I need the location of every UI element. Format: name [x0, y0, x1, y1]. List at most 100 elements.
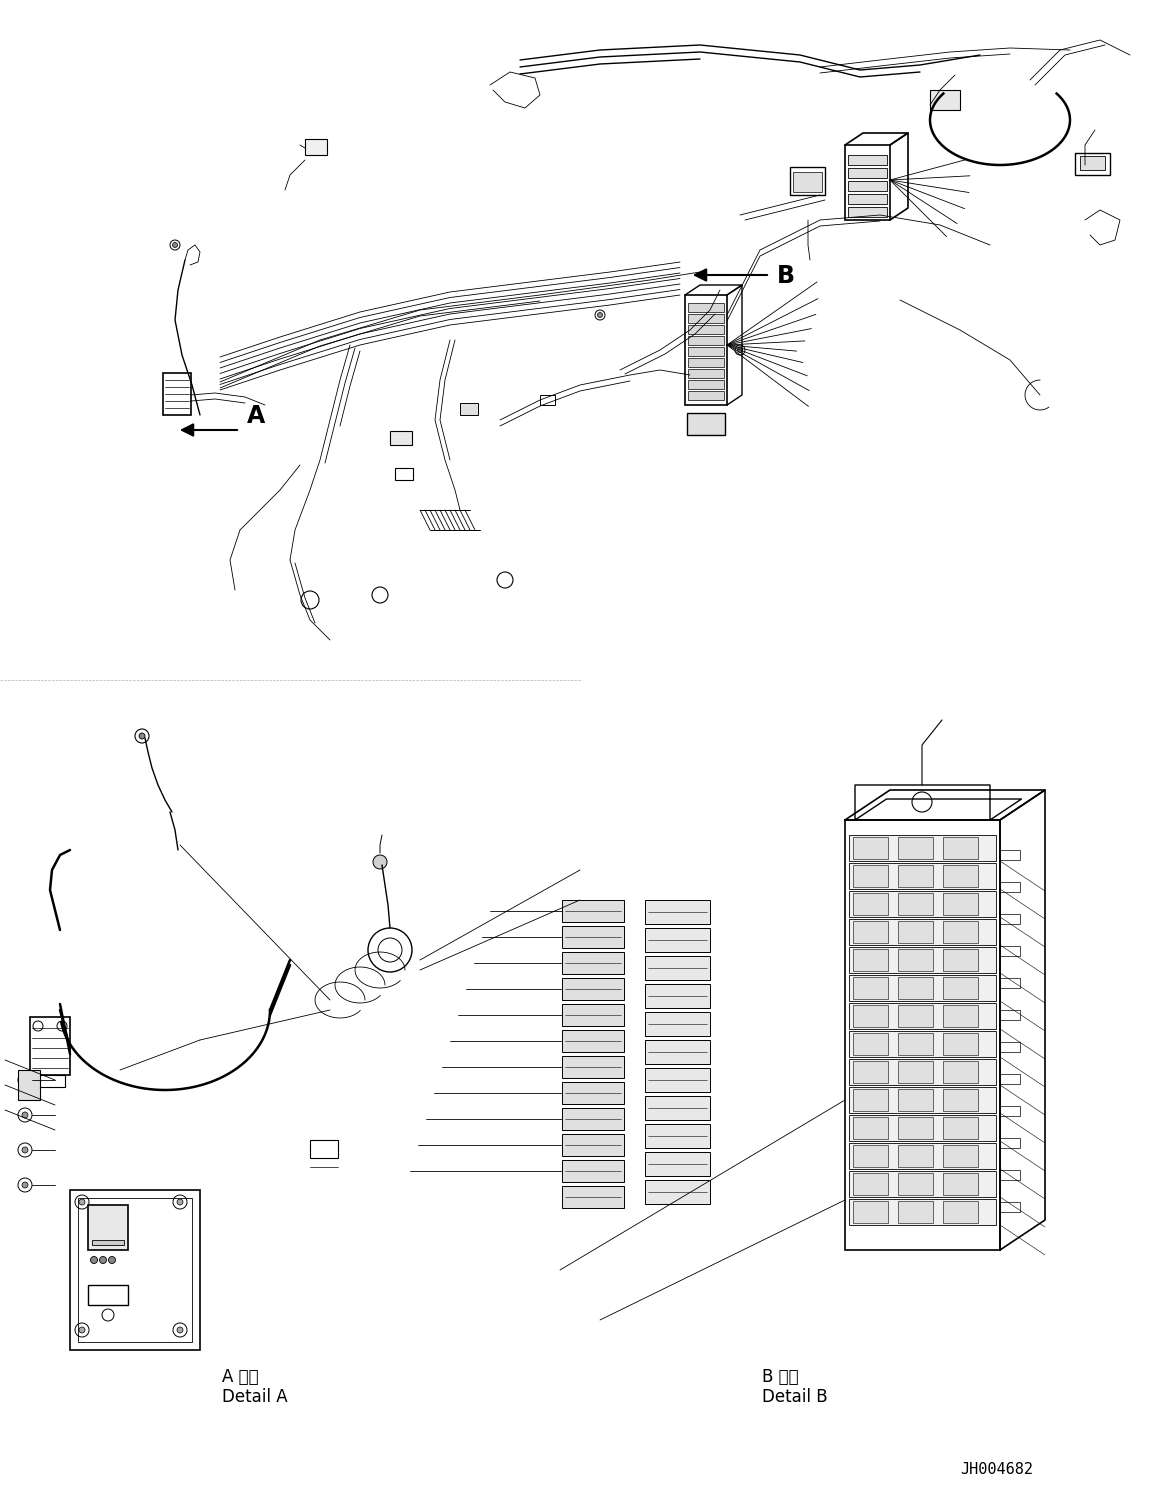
- Bar: [645, 1068, 709, 1092]
- Bar: [846, 820, 1000, 1250]
- Bar: [562, 926, 625, 948]
- Bar: [687, 414, 725, 434]
- Bar: [78, 1198, 192, 1342]
- Bar: [688, 347, 725, 356]
- Bar: [849, 835, 996, 862]
- Bar: [943, 978, 978, 998]
- Bar: [898, 949, 933, 972]
- Circle shape: [108, 1256, 115, 1263]
- Bar: [898, 1033, 933, 1055]
- Bar: [852, 978, 889, 998]
- Bar: [849, 891, 996, 917]
- Bar: [562, 1186, 625, 1208]
- Bar: [70, 1190, 200, 1350]
- Bar: [943, 1117, 978, 1138]
- Bar: [849, 946, 996, 973]
- Bar: [852, 1173, 889, 1195]
- Bar: [943, 949, 978, 972]
- Bar: [562, 1082, 625, 1104]
- Bar: [562, 1030, 625, 1052]
- Text: B: B: [777, 263, 795, 289]
- Bar: [562, 1134, 625, 1156]
- Circle shape: [373, 856, 387, 869]
- Bar: [645, 1097, 709, 1120]
- Bar: [852, 949, 889, 972]
- Circle shape: [172, 243, 178, 247]
- Bar: [645, 1040, 709, 1064]
- Bar: [849, 1143, 996, 1170]
- Bar: [562, 978, 625, 1000]
- Text: Detail A: Detail A: [222, 1388, 287, 1406]
- Bar: [35, 1074, 65, 1088]
- Bar: [645, 929, 709, 952]
- Bar: [849, 920, 996, 945]
- Bar: [848, 193, 887, 204]
- Bar: [898, 893, 933, 915]
- Circle shape: [177, 1327, 183, 1333]
- Bar: [943, 1061, 978, 1083]
- Bar: [688, 336, 725, 345]
- Text: A 詳細: A 詳細: [222, 1367, 258, 1385]
- Bar: [17, 1070, 40, 1100]
- Bar: [852, 1144, 889, 1167]
- Bar: [395, 469, 413, 481]
- Bar: [898, 978, 933, 998]
- Circle shape: [177, 1199, 183, 1205]
- Bar: [305, 138, 327, 155]
- Bar: [688, 391, 725, 400]
- Bar: [852, 1089, 889, 1112]
- Circle shape: [22, 1112, 28, 1117]
- Text: Detail B: Detail B: [762, 1388, 828, 1406]
- Bar: [645, 900, 709, 924]
- Bar: [688, 324, 725, 333]
- Bar: [688, 379, 725, 388]
- Circle shape: [737, 348, 742, 353]
- Bar: [849, 1003, 996, 1030]
- Circle shape: [140, 734, 145, 740]
- Bar: [898, 1173, 933, 1195]
- Bar: [562, 900, 625, 923]
- Bar: [852, 921, 889, 943]
- Bar: [943, 921, 978, 943]
- Bar: [898, 1117, 933, 1138]
- Bar: [1075, 153, 1110, 176]
- Bar: [645, 1152, 709, 1176]
- Bar: [793, 173, 822, 192]
- Bar: [852, 1033, 889, 1055]
- Circle shape: [598, 312, 602, 317]
- Bar: [849, 1031, 996, 1056]
- Bar: [852, 865, 889, 887]
- Bar: [390, 432, 412, 445]
- Bar: [30, 1016, 70, 1074]
- Bar: [852, 1004, 889, 1027]
- Bar: [645, 1180, 709, 1204]
- Bar: [849, 1115, 996, 1141]
- Text: JH004682: JH004682: [959, 1463, 1033, 1478]
- Bar: [849, 975, 996, 1001]
- Bar: [849, 863, 996, 888]
- Bar: [540, 394, 555, 405]
- Bar: [943, 893, 978, 915]
- Circle shape: [100, 1256, 107, 1263]
- Circle shape: [22, 1147, 28, 1153]
- Bar: [930, 89, 959, 110]
- Bar: [562, 1004, 625, 1027]
- Bar: [898, 865, 933, 887]
- Bar: [848, 155, 887, 165]
- Bar: [688, 359, 725, 368]
- Bar: [645, 984, 709, 1007]
- Bar: [943, 1089, 978, 1112]
- Text: A: A: [247, 405, 265, 429]
- Bar: [898, 836, 933, 859]
- Bar: [849, 1059, 996, 1085]
- Bar: [898, 1061, 933, 1083]
- Bar: [848, 168, 887, 179]
- Bar: [943, 1004, 978, 1027]
- Bar: [562, 1056, 625, 1077]
- Bar: [898, 921, 933, 943]
- Bar: [943, 836, 978, 859]
- Bar: [846, 144, 890, 220]
- Bar: [898, 1089, 933, 1112]
- Bar: [88, 1286, 128, 1305]
- Circle shape: [79, 1199, 85, 1205]
